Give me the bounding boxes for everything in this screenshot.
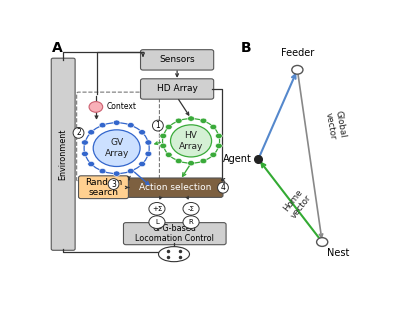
Circle shape (139, 129, 146, 135)
Circle shape (188, 116, 194, 121)
Text: Home
vector: Home vector (281, 187, 314, 221)
Text: Agent: Agent (223, 154, 252, 164)
Circle shape (113, 171, 120, 176)
Circle shape (82, 151, 88, 157)
Circle shape (216, 133, 222, 139)
FancyBboxPatch shape (78, 176, 128, 199)
Text: Nest: Nest (327, 248, 349, 258)
Circle shape (99, 169, 106, 174)
Circle shape (127, 169, 134, 174)
Text: Action selection: Action selection (138, 183, 211, 192)
Circle shape (210, 152, 217, 158)
Text: 4: 4 (220, 183, 226, 192)
Text: HV
Array: HV Array (179, 131, 203, 151)
Text: Random
search: Random search (85, 178, 122, 197)
Circle shape (160, 143, 167, 148)
Circle shape (127, 123, 134, 128)
Circle shape (170, 125, 212, 157)
Circle shape (183, 216, 199, 228)
Text: Feeder: Feeder (281, 48, 314, 58)
Circle shape (200, 118, 207, 123)
FancyBboxPatch shape (51, 58, 75, 250)
Text: -Σ: -Σ (188, 206, 194, 212)
FancyBboxPatch shape (124, 223, 226, 245)
Text: 1: 1 (156, 121, 160, 130)
Circle shape (165, 124, 172, 130)
FancyBboxPatch shape (140, 50, 214, 70)
Circle shape (175, 118, 182, 123)
Circle shape (88, 129, 95, 135)
Circle shape (200, 158, 207, 164)
Text: Sensors: Sensors (159, 55, 195, 64)
Text: L: L (155, 219, 159, 225)
FancyBboxPatch shape (126, 178, 223, 198)
Text: Environment: Environment (59, 129, 68, 180)
Circle shape (113, 120, 120, 125)
Text: GV
Array: GV Array (104, 139, 129, 158)
Circle shape (160, 133, 167, 139)
Circle shape (292, 66, 303, 74)
Text: +Σ: +Σ (152, 206, 162, 212)
FancyBboxPatch shape (140, 79, 214, 99)
Circle shape (149, 203, 165, 215)
Circle shape (183, 203, 199, 215)
Circle shape (82, 140, 88, 145)
Circle shape (210, 124, 217, 130)
Circle shape (93, 130, 140, 167)
Text: Context: Context (106, 102, 136, 112)
Text: Global
vector: Global vector (324, 110, 347, 140)
Text: 3: 3 (111, 180, 116, 189)
Circle shape (216, 143, 222, 148)
Circle shape (165, 152, 172, 158)
Circle shape (175, 158, 182, 164)
Circle shape (317, 238, 328, 246)
Circle shape (89, 102, 103, 112)
Circle shape (139, 161, 146, 167)
Circle shape (188, 161, 194, 166)
Circle shape (145, 140, 152, 145)
Circle shape (99, 123, 106, 128)
Circle shape (145, 151, 152, 157)
Circle shape (149, 216, 165, 228)
Text: 2: 2 (76, 129, 81, 137)
Ellipse shape (158, 247, 190, 262)
Circle shape (88, 161, 95, 167)
Text: HD Array: HD Array (157, 84, 198, 94)
Text: A: A (52, 42, 62, 55)
Text: CPG-based
Locomation Control: CPG-based Locomation Control (135, 224, 214, 243)
Text: R: R (189, 219, 194, 225)
Text: B: B (241, 42, 251, 55)
